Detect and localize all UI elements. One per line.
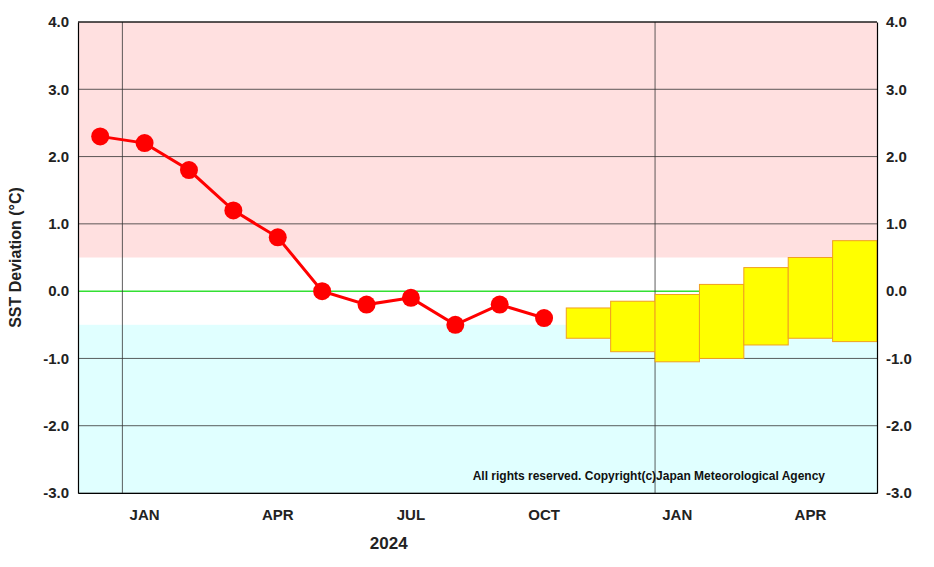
forecast-box [611, 301, 655, 351]
plot-background [78, 22, 877, 493]
marks [91, 127, 877, 361]
tick: APR [262, 493, 294, 523]
grid-line [78, 425, 877, 426]
year-separator [122, 22, 123, 493]
marker [491, 296, 509, 314]
tick-label: -3.0 [886, 484, 912, 501]
tick: APR [795, 493, 827, 523]
tick: 1.0 [877, 215, 907, 232]
forecast-box [833, 241, 877, 342]
plot: -3.0 -2.0 -1.0 0.0 1.0 2.0 3.0 4.0 -3.0 -2.0 -1.0 0… [43, 13, 912, 553]
y-axis-title: SST Deviation (°C) [7, 187, 24, 328]
grid-line [78, 89, 877, 90]
tick: -2.0 [877, 417, 912, 434]
marker [224, 201, 242, 219]
axis: -3.0 -2.0 -1.0 0.0 1.0 2.0 3.0 4.0 [43, 13, 78, 501]
grid-line [78, 493, 877, 494]
marker [180, 161, 198, 179]
tick: -1.0 [43, 350, 78, 367]
axis-line [79, 493, 878, 494]
marker [535, 309, 553, 327]
tick-label: 2.0 [48, 148, 69, 165]
band [78, 325, 877, 493]
tick: 0.0 [48, 282, 78, 299]
tick: 4.0 [48, 13, 78, 30]
forecast-box [655, 295, 699, 362]
year-separator [655, 22, 656, 493]
grid-line [78, 156, 877, 157]
marker [446, 316, 464, 334]
tick: 2.0 [48, 148, 78, 165]
tick-label: -2.0 [43, 417, 69, 434]
tick: JAN [662, 493, 692, 523]
tick-label: APR [795, 506, 827, 523]
tick-label: -1.0 [886, 350, 912, 367]
axis-line [877, 23, 878, 494]
marker [91, 127, 109, 145]
tick-label: 4.0 [48, 13, 69, 30]
tick-label: OCT [528, 506, 560, 523]
line [100, 136, 544, 324]
annotation: All rights reserved. Copyright(c)Japan M… [473, 469, 826, 483]
tick-label: 1.0 [886, 215, 907, 232]
frame [78, 22, 877, 23]
forecast-box [699, 284, 743, 358]
tick-label: 0.0 [886, 282, 907, 299]
tick-label: 3.0 [48, 81, 69, 98]
axis-line [78, 23, 79, 494]
tick-label: 2.0 [886, 148, 907, 165]
tick: 3.0 [877, 81, 907, 98]
tick-label: JUL [397, 506, 425, 523]
forecast-box [744, 268, 788, 345]
marker [358, 296, 376, 314]
tick: JAN [130, 493, 160, 523]
tick-label: JAN [662, 506, 692, 523]
tick-label: 4.0 [886, 13, 907, 30]
tick-label: JAN [130, 506, 160, 523]
forecast-box [788, 258, 832, 339]
tick: 1.0 [48, 215, 78, 232]
tick: 2.0 [877, 148, 907, 165]
forecast-box [566, 308, 610, 338]
axis: JAN APR JUL OCT JAN APR [79, 493, 878, 523]
marker [313, 282, 331, 300]
tick-label: -1.0 [43, 350, 69, 367]
axis: -3.0 -2.0 -1.0 0.0 1.0 2.0 3.0 4.0 [877, 13, 912, 501]
tick-label: 1.0 [48, 215, 69, 232]
background [78, 22, 877, 493]
marker [402, 289, 420, 307]
chart: -3.0 -2.0 -1.0 0.0 1.0 2.0 3.0 4.0 -3.0 -2.0 -1.0 0… [0, 0, 934, 567]
tick: JUL [397, 493, 425, 523]
tick: -1.0 [877, 350, 912, 367]
tick: OCT [528, 493, 560, 523]
tick: 0.0 [877, 282, 907, 299]
tick-label: -3.0 [43, 484, 69, 501]
tick: -2.0 [43, 417, 78, 434]
x-axis-title: 2024 [370, 534, 408, 553]
tick: 3.0 [48, 81, 78, 98]
grid-line [78, 358, 877, 359]
tick-label: -2.0 [886, 417, 912, 434]
marker [269, 228, 287, 246]
tick-label: 0.0 [48, 282, 69, 299]
marker [136, 134, 154, 152]
grid [78, 22, 877, 493]
tick: 4.0 [877, 13, 907, 30]
tick-label: 3.0 [886, 81, 907, 98]
grid-line [78, 223, 877, 224]
tick: -3.0 [43, 484, 78, 501]
tick: -3.0 [877, 484, 912, 501]
band [78, 22, 877, 258]
grid-line [78, 22, 877, 23]
tick-label: APR [262, 506, 294, 523]
